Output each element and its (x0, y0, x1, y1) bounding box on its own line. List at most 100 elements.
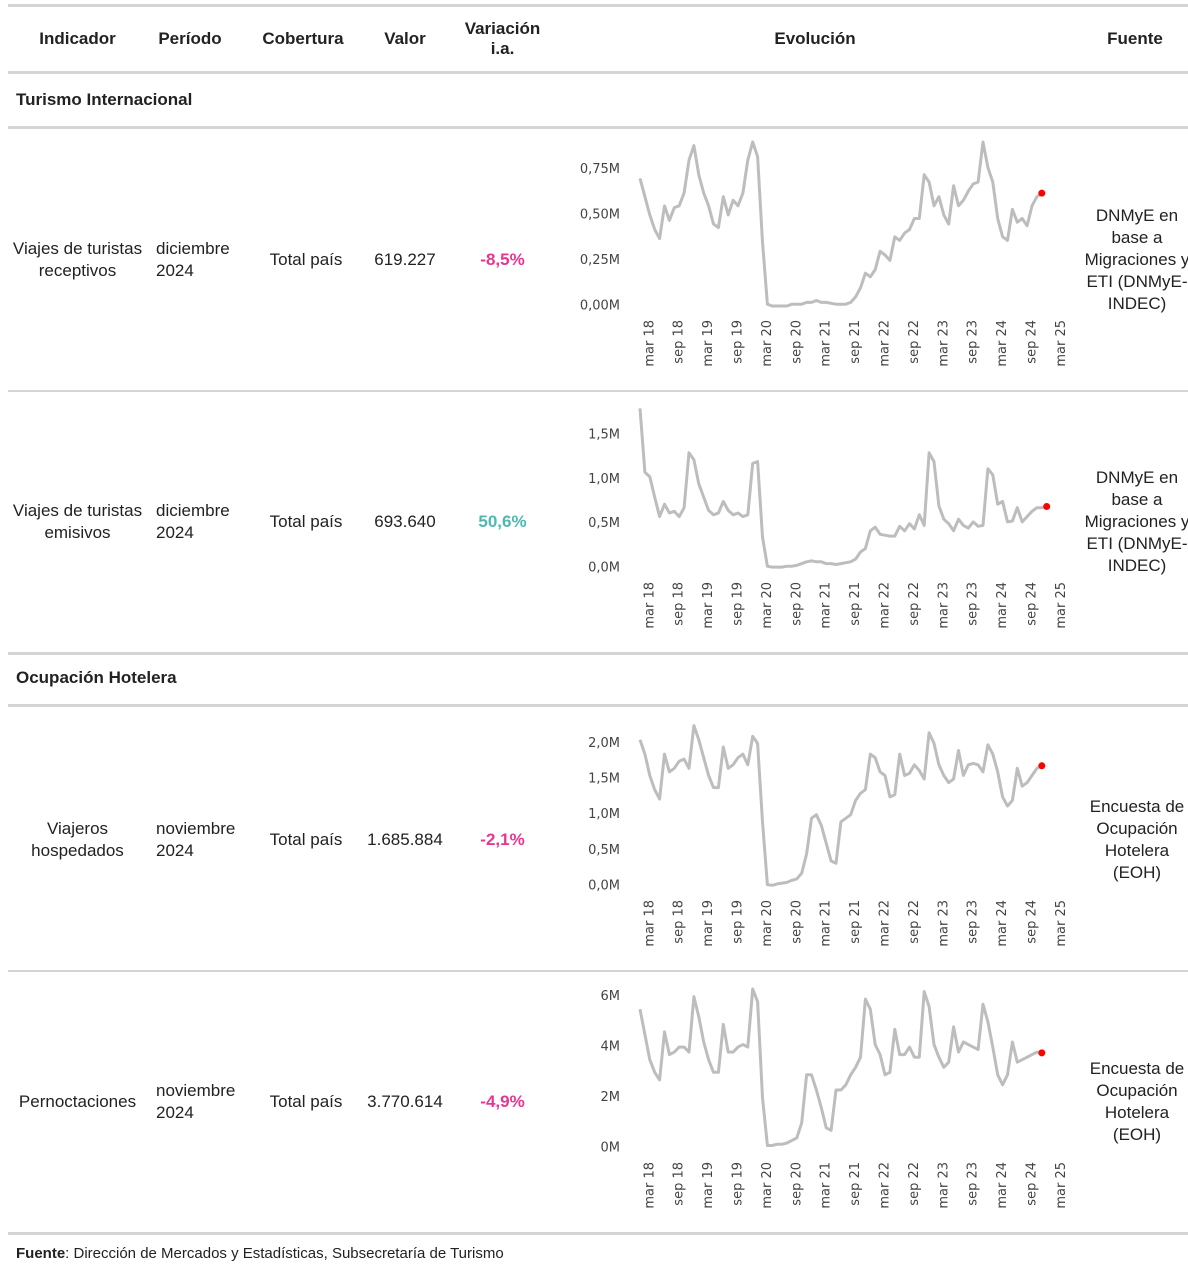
x-tick-label: mar 23 (936, 900, 951, 947)
separator (8, 970, 1188, 972)
x-tick-label: sep 19 (731, 582, 746, 626)
x-tick-label: mar 20 (760, 1162, 775, 1209)
variation: 50,6% (478, 512, 527, 531)
y-tick-label: 0,5M (588, 843, 620, 858)
footer-label: Fuente (16, 1245, 66, 1262)
source: DNMyE en base a Migraciones y ETI (DNMyE… (1084, 206, 1188, 313)
last-point (1038, 189, 1046, 197)
x-tick-label: sep 24 (1025, 320, 1040, 364)
source: Encuesta de Ocupación Hotelera (EOH) (1089, 797, 1185, 882)
value: 1.685.884 (367, 830, 443, 849)
x-tick-label: mar 19 (701, 900, 716, 947)
x-tick-label: sep 21 (848, 1162, 863, 1206)
sparkline: 0,0M 0,5M 1,0M 1,5M mar 18 sep 18 mar 19 sep 19… (588, 408, 1069, 629)
column-header: Cobertura (262, 28, 344, 48)
x-tick-label: mar 19 (701, 582, 716, 629)
y-tick-label: 6M (601, 989, 621, 1004)
sparkline: 0,0M 0,5M 1,0M 1,5M 2,0M mar 18 sep 18 mar 19 se… (588, 724, 1069, 947)
period: diciembre 2024 (156, 501, 230, 542)
source: DNMyE en base a Migraciones y ETI (DNMyE… (1084, 468, 1188, 575)
coverage: Total país (269, 512, 343, 531)
x-tick-label: sep 18 (672, 320, 687, 364)
x-tick-label: mar 21 (819, 320, 834, 367)
x-tick-label: sep 21 (848, 320, 863, 364)
x-tick-label: sep 23 (966, 320, 981, 364)
x-tick-label: mar 22 (878, 320, 893, 367)
x-tick-label: mar 21 (819, 1162, 834, 1209)
column-header: Indicador (39, 28, 116, 48)
x-tick-label: sep 24 (1025, 1162, 1040, 1206)
period: noviembre 2024 (156, 1081, 236, 1122)
y-tick-label: 0,50M (580, 207, 620, 222)
x-tick-label: sep 22 (907, 320, 922, 364)
series-line (638, 987, 1043, 1147)
separator (8, 126, 1188, 129)
y-tick-label: 1,0M (588, 807, 620, 822)
last-point (1038, 762, 1046, 770)
x-tick-label: mar 23 (936, 320, 951, 367)
separator (8, 4, 1188, 7)
indicator: Viajeros hospedados (31, 819, 124, 860)
coverage: Total país (269, 1092, 343, 1111)
value: 693.640 (374, 512, 436, 531)
x-tick-label: sep 18 (672, 582, 687, 626)
y-tick-label: 1,5M (588, 772, 620, 787)
y-tick-label: 0,75M (580, 162, 620, 177)
x-tick-label: sep 18 (672, 1162, 687, 1206)
column-header: Valor (384, 28, 426, 48)
x-tick-label: mar 22 (878, 582, 893, 629)
separator (8, 704, 1188, 707)
period: diciembre 2024 (156, 239, 230, 280)
x-tick-label: sep 21 (848, 582, 863, 626)
y-tick-label: 4M (601, 1040, 621, 1055)
section-title: Ocupación Hotelera (16, 668, 177, 687)
x-tick-label: sep 18 (672, 900, 687, 944)
x-tick-label: sep 23 (966, 582, 981, 626)
y-tick-label: 1,5M (588, 428, 620, 443)
y-tick-label: 0M (601, 1141, 621, 1156)
x-tick-label: sep 20 (789, 582, 804, 626)
x-tick-label: sep 20 (789, 900, 804, 944)
x-tick-label: mar 24 (995, 320, 1010, 367)
section-title: Turismo Internacional (16, 90, 193, 109)
indicator: Pernoctaciones (18, 1092, 137, 1111)
last-point (1038, 1049, 1046, 1057)
column-header: Variación i.a. (464, 18, 541, 58)
x-tick-label: mar 18 (642, 582, 657, 629)
y-tick-label: 0,00M (580, 299, 620, 314)
y-tick-label: 2,0M (588, 736, 620, 751)
x-tick-label: mar 25 (1054, 1162, 1069, 1209)
last-point (1043, 503, 1051, 511)
x-tick-label: sep 24 (1025, 582, 1040, 626)
variation: -4,9% (480, 1092, 525, 1111)
coverage: Total país (269, 250, 343, 269)
x-tick-label: sep 20 (789, 1162, 804, 1206)
x-tick-label: mar 25 (1054, 900, 1069, 947)
x-tick-label: sep 22 (907, 582, 922, 626)
indicator: Viajes de turistas receptivos (12, 239, 143, 280)
x-tick-label: mar 20 (760, 582, 775, 629)
x-tick-label: sep 19 (731, 900, 746, 944)
x-tick-label: mar 21 (819, 900, 834, 947)
x-tick-label: mar 22 (878, 1162, 893, 1209)
x-tick-label: mar 20 (760, 900, 775, 947)
sparkline: 0,00M 0,25M 0,50M 0,75M mar 18 sep 18 mar 19 se… (580, 140, 1069, 367)
series-line (638, 408, 1048, 569)
coverage: Total país (269, 830, 343, 849)
value: 3.770.614 (367, 1092, 443, 1111)
x-tick-label: mar 23 (936, 582, 951, 629)
separator (8, 71, 1188, 74)
x-tick-label: mar 18 (642, 1162, 657, 1209)
x-tick-label: sep 23 (966, 1162, 981, 1206)
x-tick-label: mar 24 (995, 582, 1010, 629)
y-tick-label: 0,0M (588, 879, 620, 894)
value: 619.227 (374, 250, 436, 269)
x-tick-label: sep 20 (789, 320, 804, 364)
variation: -8,5% (480, 250, 525, 269)
x-tick-label: mar 18 (642, 320, 657, 367)
x-tick-label: sep 21 (848, 900, 863, 944)
source: Encuesta de Ocupación Hotelera (EOH) (1089, 1059, 1185, 1144)
x-tick-label: sep 24 (1025, 900, 1040, 944)
series-line (638, 140, 1043, 308)
